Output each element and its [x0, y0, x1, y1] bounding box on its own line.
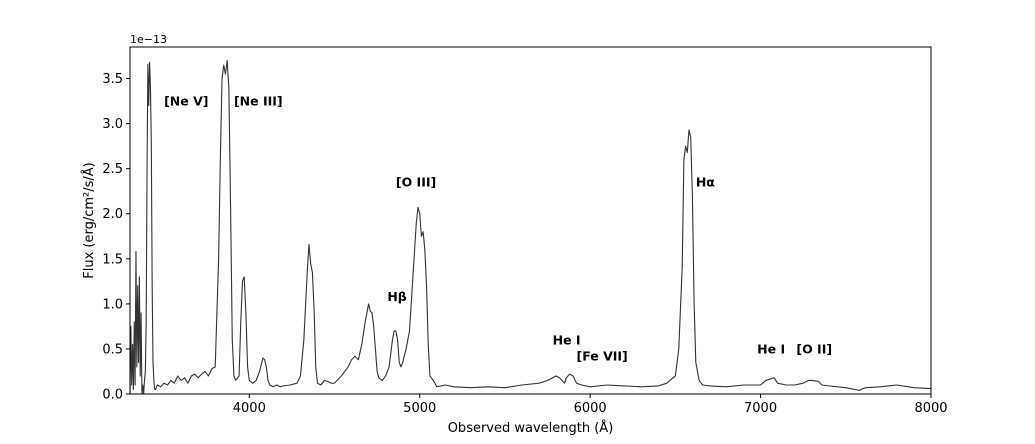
y-tick-label: 0.5 — [102, 342, 123, 357]
emission-line-label: [O III] — [396, 175, 436, 190]
y-offset-label: 1e−13 — [130, 33, 167, 46]
x-tick-label: 5000 — [403, 401, 436, 416]
y-tick-label: 1.5 — [102, 252, 123, 267]
line-annotations: [Ne V] [Ne III] Hβ [O III] He I [Fe VII] Hα He … — [164, 94, 832, 364]
axes-frame — [129, 46, 932, 395]
y-axis: 0.0 0.5 1.0 1.5 2.0 2.5 3.0 3.5 — [102, 72, 130, 403]
spectrum-line-0 — [130, 59, 931, 394]
y-tick-label: 3.5 — [102, 72, 123, 87]
y-axis-label: Flux (erg/cm²/s/Å) — [81, 162, 97, 279]
emission-line-label: He I — [757, 341, 785, 356]
emission-line-label: [Fe VII] — [577, 349, 628, 364]
y-tick-label: 2.5 — [102, 162, 123, 177]
emission-line-label: He I — [553, 332, 581, 347]
y-tick-label: 2.0 — [102, 207, 123, 222]
emission-line-label: Hα — [696, 175, 715, 190]
x-axis-label: Observed wavelength (Å) — [448, 420, 614, 436]
y-tick-label: 0.0 — [102, 388, 123, 403]
x-tick-label: 6000 — [574, 401, 607, 416]
y-tick-label: 1.0 — [102, 297, 123, 312]
emission-line-label: [O II] — [796, 341, 832, 356]
x-axis: 4000 5000 6000 7000 8000 — [233, 394, 948, 416]
plot-area — [130, 59, 931, 394]
emission-line-label: [Ne III] — [234, 94, 283, 109]
y-tick-label: 3.0 — [102, 117, 123, 132]
emission-line-label: [Ne V] — [164, 94, 208, 109]
x-tick-label: 8000 — [914, 401, 947, 416]
x-tick-label: 7000 — [744, 401, 777, 416]
emission-line-label: Hβ — [387, 289, 406, 304]
x-tick-label: 4000 — [233, 401, 266, 416]
